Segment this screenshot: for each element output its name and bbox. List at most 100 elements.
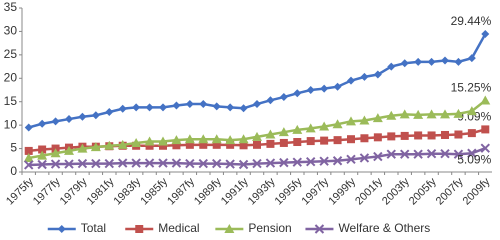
marker xyxy=(306,156,316,167)
marker xyxy=(453,149,464,159)
marker xyxy=(199,140,208,149)
marker xyxy=(305,123,316,133)
marker xyxy=(171,158,182,168)
legend-label: Welfare & Others xyxy=(338,221,430,235)
marker xyxy=(266,96,275,105)
marker xyxy=(466,106,477,116)
marker xyxy=(467,129,476,138)
x-tick-label: 1979fy xyxy=(58,175,90,207)
marker xyxy=(78,112,87,121)
marker xyxy=(38,119,47,128)
marker xyxy=(400,131,409,140)
x-tick-label: 2007fy xyxy=(434,175,466,207)
marker xyxy=(426,109,437,119)
marker xyxy=(481,125,490,134)
marker xyxy=(480,143,490,153)
x-tick-label: 1993fy xyxy=(246,175,278,207)
x-tick-label: 1985fy xyxy=(138,175,170,207)
marker xyxy=(224,224,235,233)
marker xyxy=(266,139,275,148)
x-tick-label: 2009fy xyxy=(461,175,493,207)
x-tick-label: 2003fy xyxy=(380,175,412,207)
marker xyxy=(400,149,410,159)
y-tick-label: 20 xyxy=(4,70,18,84)
marker xyxy=(373,70,382,79)
marker xyxy=(225,135,236,145)
marker xyxy=(135,225,144,233)
marker xyxy=(400,59,409,68)
marker xyxy=(171,135,182,145)
marker xyxy=(238,159,249,170)
data-label: 29.44% xyxy=(451,14,492,28)
marker xyxy=(211,134,222,144)
marker xyxy=(347,76,355,85)
marker xyxy=(117,139,128,149)
marker xyxy=(320,84,329,93)
marker xyxy=(90,142,101,152)
marker xyxy=(57,225,66,233)
marker xyxy=(481,30,490,39)
marker xyxy=(292,157,302,167)
marker xyxy=(212,140,221,149)
marker xyxy=(64,159,74,169)
y-tick-label: 25 xyxy=(4,47,18,61)
marker xyxy=(306,86,315,94)
legend-label: Medical xyxy=(158,221,199,235)
marker xyxy=(427,131,436,140)
x-tick-label: 1983fy xyxy=(111,175,143,207)
marker xyxy=(198,134,209,144)
marker xyxy=(387,132,396,141)
marker xyxy=(91,158,101,169)
y-tick-label: 15 xyxy=(4,94,18,108)
marker xyxy=(265,129,276,139)
marker xyxy=(413,109,424,119)
marker xyxy=(253,100,261,109)
y-tick-label: 35 xyxy=(4,0,18,14)
marker xyxy=(333,136,342,145)
legend-item: Total xyxy=(47,221,106,235)
x-tick-label: 1977fy xyxy=(31,175,63,207)
marker xyxy=(37,150,48,160)
x-tick-label: 1987fy xyxy=(165,175,197,207)
marker xyxy=(24,146,33,155)
marker xyxy=(238,134,249,144)
marker xyxy=(185,140,194,149)
marker xyxy=(467,148,477,158)
marker xyxy=(480,95,491,105)
marker xyxy=(386,149,396,159)
marker xyxy=(359,115,370,125)
marker xyxy=(426,149,437,159)
marker xyxy=(51,117,60,126)
marker xyxy=(265,158,276,168)
marker xyxy=(185,100,194,109)
y-tick-label: 0 xyxy=(10,164,17,178)
x-tick-label: 1997fy xyxy=(299,175,331,207)
marker xyxy=(212,158,222,169)
marker xyxy=(314,224,325,234)
marker xyxy=(279,138,288,147)
marker xyxy=(440,149,450,159)
legend-item: Welfare & Others xyxy=(305,221,430,235)
marker xyxy=(24,160,34,170)
x-tick-label: 1991fy xyxy=(219,175,251,207)
marker xyxy=(413,149,423,159)
marker xyxy=(144,136,155,146)
marker xyxy=(346,116,356,126)
marker xyxy=(184,134,195,144)
legend-item: Medical xyxy=(125,221,200,235)
marker xyxy=(320,136,329,145)
marker xyxy=(440,109,450,119)
marker xyxy=(372,113,383,123)
marker xyxy=(319,156,329,166)
marker xyxy=(77,143,88,153)
marker xyxy=(172,101,181,110)
y-tick-label: 30 xyxy=(4,24,18,38)
marker xyxy=(399,109,410,119)
marker xyxy=(118,158,128,168)
marker xyxy=(414,131,423,140)
x-tick-label: 1999fy xyxy=(326,175,358,207)
marker xyxy=(279,93,288,102)
x-tick-label: 1975fy xyxy=(4,175,36,207)
marker xyxy=(333,82,342,91)
